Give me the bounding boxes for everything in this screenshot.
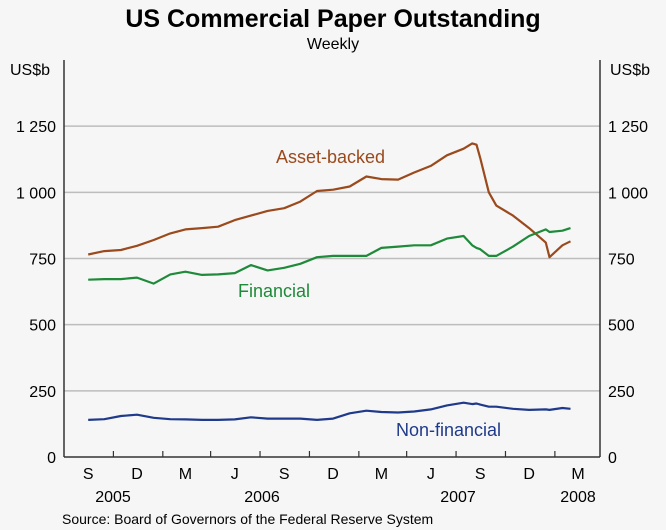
- series-label-financial: Financial: [238, 281, 310, 301]
- series-line-financial: [88, 227, 571, 285]
- y-tick-label-right: 1 000: [608, 185, 648, 202]
- y-tick-label-left: 750: [29, 252, 56, 269]
- y-tick-label-left: 250: [29, 384, 56, 401]
- x-tick-label: J: [231, 466, 239, 483]
- y-axis-label-right: US$b: [610, 62, 650, 79]
- y-tick-label-right: 250: [608, 384, 635, 401]
- x-tick-label: S: [279, 466, 290, 483]
- x-tick-label: D: [327, 466, 339, 483]
- series-line-non-financial: [88, 401, 571, 421]
- x-year-label: 2007: [440, 489, 476, 506]
- x-tick-label: D: [131, 466, 143, 483]
- y-tick-label-left: 1 000: [16, 185, 56, 202]
- series-line-asset-backed: [87, 142, 571, 259]
- x-year-label: 2008: [560, 489, 596, 506]
- y-tick-label-left: 0: [47, 450, 56, 467]
- x-tick-label: M: [571, 466, 584, 483]
- y-tick-label-right: 750: [608, 252, 635, 269]
- y-tick-label-right: 500: [608, 318, 635, 335]
- x-tick-label: J: [427, 466, 435, 483]
- series-label-non-financial: Non-financial: [396, 420, 501, 440]
- y-tick-label-left: 500: [29, 318, 56, 335]
- y-tick-label-left: 1 250: [16, 119, 56, 136]
- y-tick-label-right: 1 250: [608, 119, 648, 136]
- x-tick-label: S: [475, 466, 486, 483]
- chart-title: US Commercial Paper Outstanding: [125, 5, 540, 33]
- x-year-label: 2006: [244, 489, 280, 506]
- source-note: Source: Board of Governors of the Federa…: [62, 511, 433, 527]
- chart-subtitle: Weekly: [307, 36, 359, 53]
- x-tick-label: M: [375, 466, 388, 483]
- y-tick-label-right: 0: [608, 450, 617, 467]
- x-tick-label: S: [83, 466, 94, 483]
- x-tick-label: M: [179, 466, 192, 483]
- x-year-label: 2005: [95, 489, 131, 506]
- series-label-asset-backed: Asset-backed: [276, 147, 385, 167]
- x-tick-label: D: [523, 466, 535, 483]
- y-axis-label-left: US$b: [10, 62, 50, 79]
